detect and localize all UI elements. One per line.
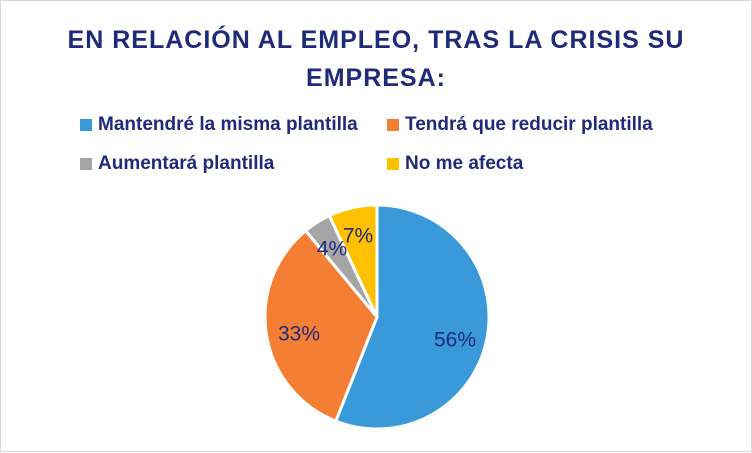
legend-swatch-reducir (387, 119, 399, 131)
legend-item-mantendre: Mantendré la misma plantilla (80, 114, 358, 136)
data-label-no-afecta: 7% (343, 225, 373, 248)
data-label-aumentara: 4% (317, 238, 347, 261)
legend-item-reducir: Tendrá que reducir plantilla (387, 114, 653, 136)
pie-slice-mantendre (333, 203, 491, 431)
data-label-reducir: 33% (278, 323, 320, 346)
legend-swatch-aumentara (80, 158, 92, 170)
legend-item-no-afecta: No me afecta (387, 153, 523, 175)
pie-slice-no-afecta (327, 203, 379, 318)
legend-label-reducir: Tendrá que reducir plantilla (405, 114, 653, 135)
legend: Mantendré la misma plantilla Tendrá que … (1, 1, 752, 201)
chart-title: EN RELACIÓN AL EMPLEO, TRAS LA CRISIS SU… (67, 26, 685, 92)
legend-swatch-no-afecta (387, 158, 399, 170)
pie-slice-reducir (263, 228, 379, 424)
legend-label-aumentara: Aumentará plantilla (98, 153, 275, 174)
legend-item-aumentara: Aumentará plantilla (80, 153, 274, 175)
data-label-mantendre: 56% (434, 329, 476, 352)
legend-label-mantendre: Mantendré la misma plantilla (98, 114, 358, 135)
legend-label-no-afecta: No me afecta (405, 153, 524, 174)
legend-swatch-mantendre (80, 119, 92, 131)
